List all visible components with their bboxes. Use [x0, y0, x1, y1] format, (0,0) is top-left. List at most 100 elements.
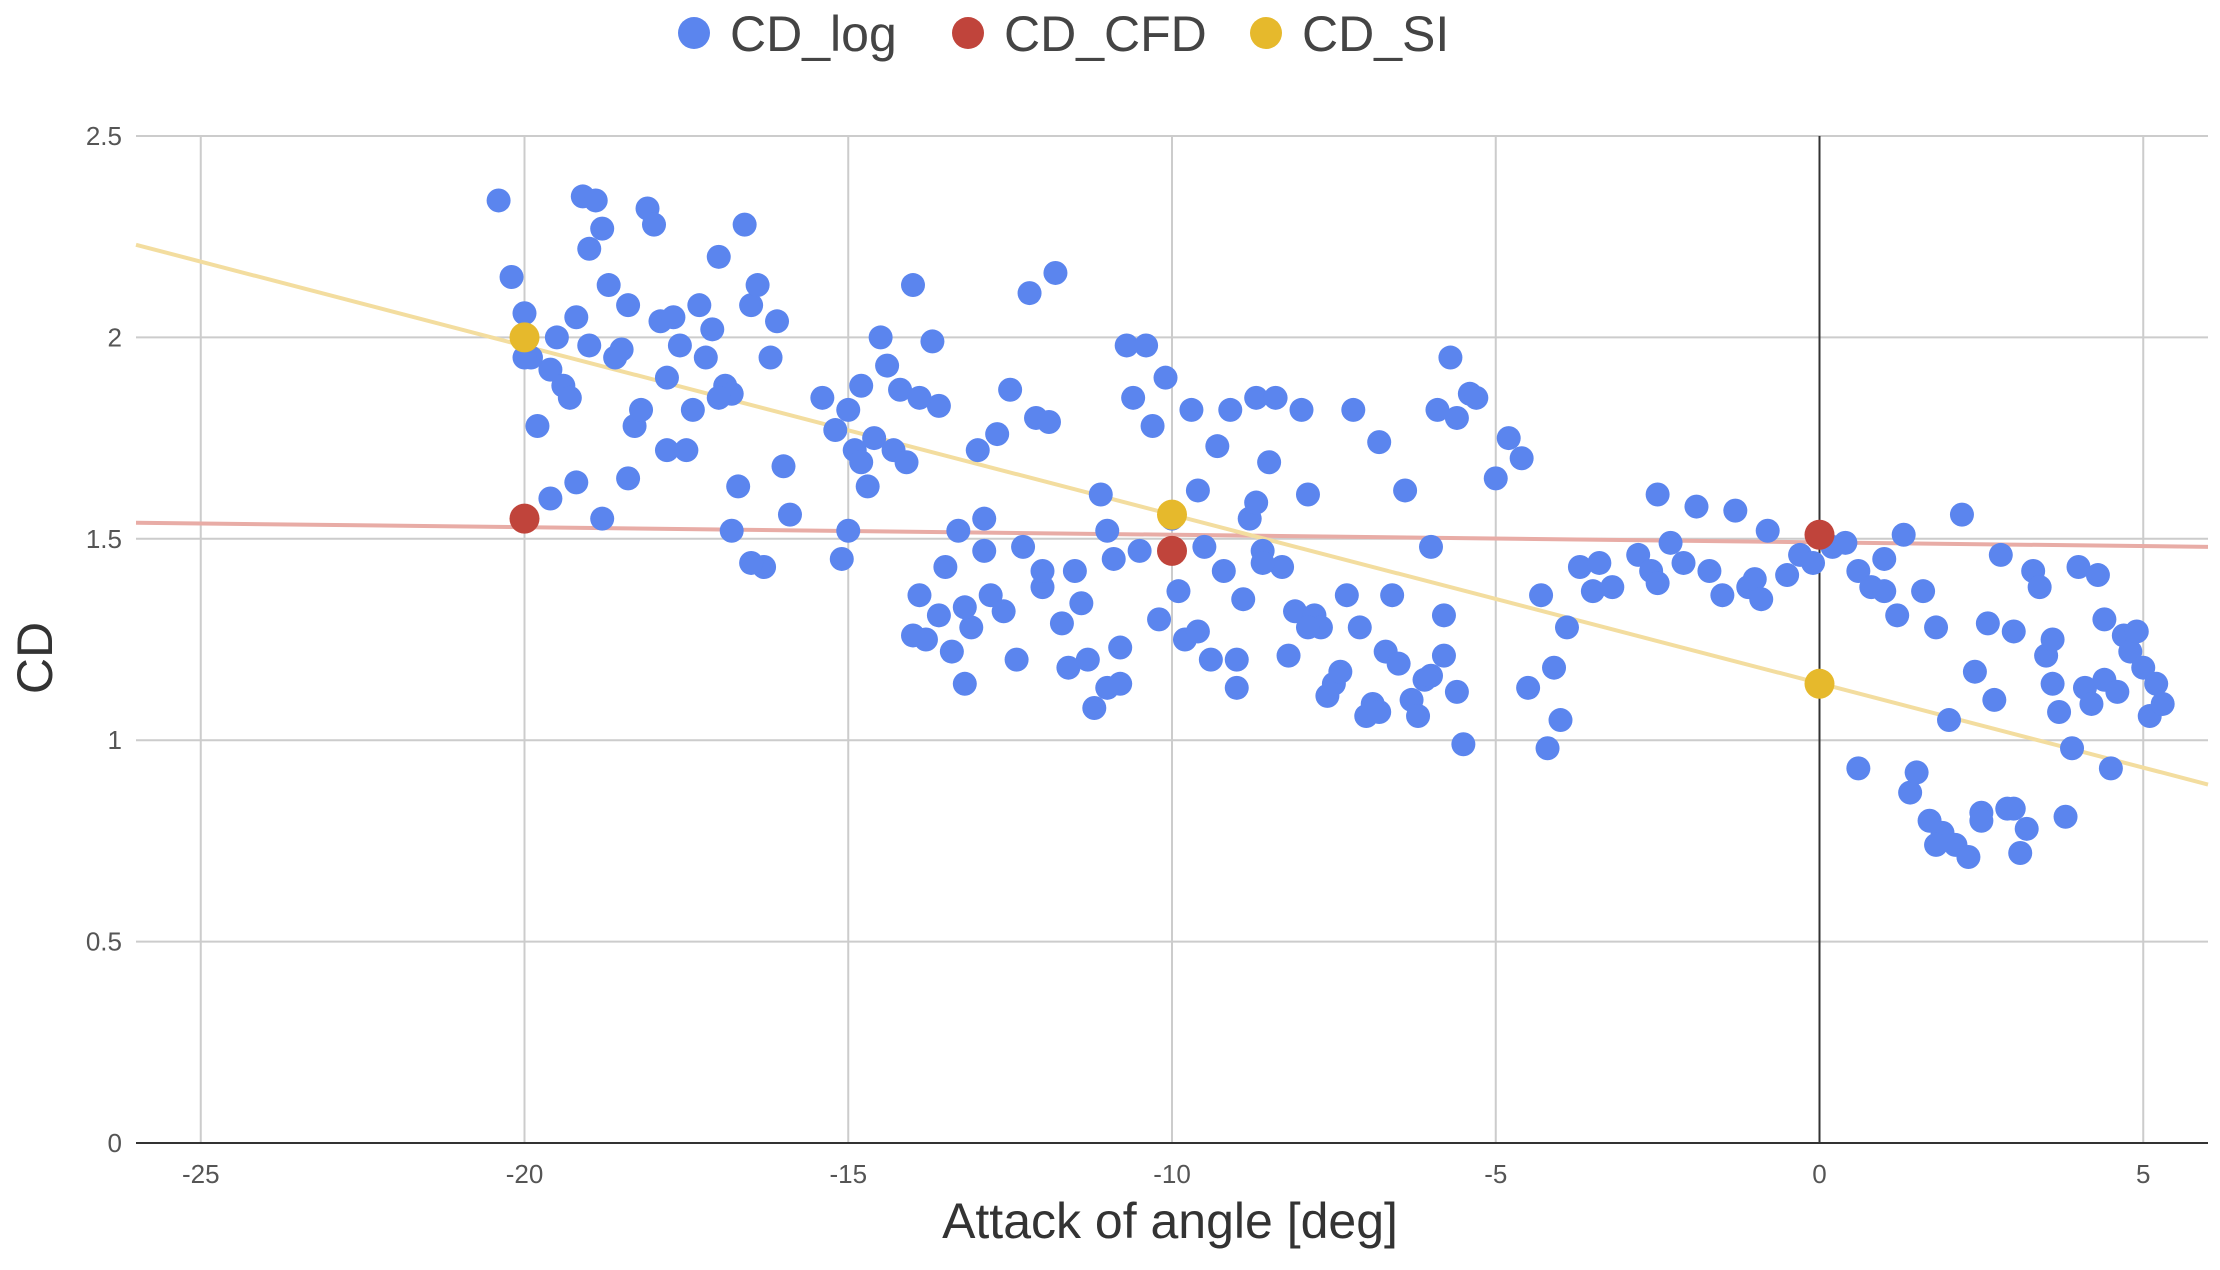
- data-point: [1088, 482, 1113, 507]
- data-point: [1295, 615, 1320, 640]
- data-point: [836, 397, 861, 422]
- data-point: [726, 474, 751, 499]
- data-point: [946, 518, 971, 543]
- legend-marker: [952, 17, 984, 49]
- data-point: [907, 385, 932, 410]
- data-point: [583, 188, 608, 213]
- x-tick-label: -10: [1153, 1159, 1191, 1189]
- data-point: [1257, 450, 1282, 475]
- data-point: [1600, 575, 1625, 600]
- data-point: [1108, 671, 1133, 696]
- data-point: [1263, 385, 1288, 410]
- y-tick-label: 2: [108, 322, 122, 352]
- legend-marker: [678, 17, 710, 49]
- data-point: [991, 599, 1016, 624]
- legend-label: CD_log: [730, 6, 897, 62]
- data-point: [577, 333, 602, 358]
- data-point: [972, 506, 997, 531]
- data-point: [2040, 627, 2065, 652]
- data-point: [1962, 659, 1987, 684]
- data-point: [2060, 736, 2085, 761]
- data-point: [1846, 559, 1871, 584]
- data-point: [1846, 756, 1871, 781]
- data-point: [596, 273, 621, 298]
- data-point: [2124, 619, 2149, 644]
- data-point: [952, 671, 977, 696]
- data-point: [654, 438, 679, 463]
- data-point: [1250, 550, 1275, 575]
- data-point: [1185, 619, 1210, 644]
- data-point: [1833, 530, 1858, 555]
- data-point: [509, 503, 540, 534]
- data-point: [1127, 538, 1152, 563]
- data-point: [1276, 643, 1301, 668]
- data-point: [829, 546, 854, 571]
- data-point: [1626, 542, 1651, 567]
- data-point: [901, 273, 925, 298]
- x-tick-label: 5: [2136, 1159, 2150, 1189]
- data-point: [509, 322, 540, 353]
- data-point: [2053, 804, 2078, 829]
- x-tick-label: 0: [1812, 1159, 1826, 1189]
- data-point: [1697, 559, 1722, 584]
- data-point: [1036, 409, 1061, 434]
- data-point: [1911, 579, 1936, 604]
- data-point: [1134, 333, 1159, 358]
- data-point: [1535, 736, 1560, 761]
- data-point: [674, 438, 699, 463]
- data-point: [1198, 647, 1223, 672]
- data-point: [1017, 281, 1042, 306]
- data-point: [1185, 478, 1210, 503]
- legend: CD_log CD_CFD CD_SI: [678, 6, 1449, 62]
- data-point: [661, 305, 686, 330]
- data-point: [1684, 494, 1709, 519]
- data-point: [855, 474, 880, 499]
- data-point: [1645, 482, 1670, 507]
- data-point: [1671, 550, 1696, 575]
- data-point: [512, 301, 537, 326]
- data-point: [667, 333, 692, 358]
- data-point: [564, 470, 589, 495]
- data-point: [875, 353, 900, 378]
- data-point: [868, 325, 893, 350]
- data-point: [1192, 534, 1217, 559]
- data-point: [972, 538, 997, 563]
- data-point: [739, 293, 764, 318]
- legend-label: CD_SI: [1302, 6, 1449, 62]
- data-point: [920, 329, 945, 354]
- data-point: [1431, 603, 1456, 628]
- data-point: [2105, 679, 2130, 704]
- data-point: [1872, 579, 1897, 604]
- data-point: [1121, 385, 1146, 410]
- data-point: [2150, 691, 2175, 716]
- data-point: [771, 454, 796, 479]
- data-point: [2047, 700, 2072, 725]
- data-point: [564, 305, 589, 330]
- data-point: [1205, 434, 1230, 459]
- data-point: [2085, 563, 2110, 588]
- data-point: [1367, 700, 1392, 725]
- data-point: [1969, 808, 1994, 833]
- data-point: [2098, 756, 2123, 781]
- data-point: [1114, 333, 1139, 358]
- data-point: [1030, 559, 1055, 584]
- data-point: [1982, 687, 2007, 712]
- data-point: [1464, 385, 1489, 410]
- y-tick-label: 1.5: [86, 524, 122, 554]
- data-point: [1548, 708, 1573, 733]
- data-point: [1157, 499, 1187, 530]
- data-point: [2001, 796, 2026, 821]
- data-point: [1645, 571, 1670, 596]
- data-point: [1801, 550, 1826, 575]
- data-point: [1956, 845, 1981, 870]
- data-point: [1483, 466, 1508, 491]
- data-point: [1742, 567, 1767, 592]
- data-point: [1516, 675, 1541, 700]
- data-point: [2040, 671, 2065, 696]
- data-point: [654, 365, 679, 390]
- data-point: [1179, 397, 1204, 422]
- data-point: [1872, 546, 1897, 571]
- data-point: [894, 450, 919, 475]
- data-point: [952, 595, 977, 620]
